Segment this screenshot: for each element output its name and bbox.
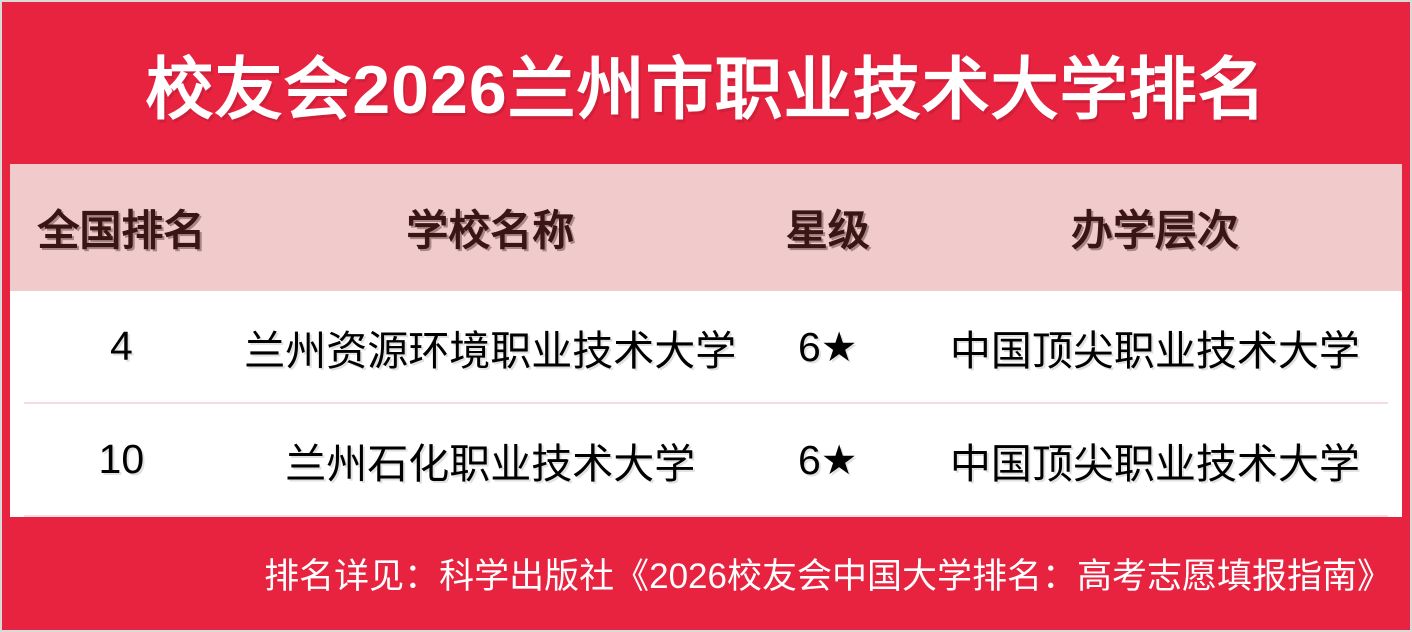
row-divider bbox=[24, 402, 1388, 404]
cell-school-name: 兰州资源环境职业技术大学 bbox=[244, 327, 737, 374]
header-cell-education-level: 办学层次 bbox=[1070, 207, 1239, 254]
header-cell-star-rating: 星级 bbox=[785, 207, 870, 254]
cell-national-rank: 4 bbox=[109, 323, 133, 369]
cell-star-rating: 6★ bbox=[798, 323, 858, 370]
cell-education-level: 中国顶尖职业技术大学 bbox=[949, 440, 1360, 487]
table-row: 10 兰州石化职业技术大学 6★ 中国顶尖职业技术大学 bbox=[10, 404, 1402, 515]
table-header-row: 全国排名 学校名称 星级 办学层次 bbox=[10, 164, 1402, 291]
cell-star-rating: 6★ bbox=[798, 436, 858, 483]
header-cell-school-name: 学校名称 bbox=[406, 207, 575, 254]
ranking-table: 全国排名 学校名称 星级 办学层次 4 兰州资源环境职业技术大学 6★ 中国顶尖… bbox=[10, 164, 1402, 517]
cell-school-name: 兰州石化职业技术大学 bbox=[285, 440, 696, 487]
table-row: 4 兰州资源环境职业技术大学 6★ 中国顶尖职业技术大学 bbox=[10, 291, 1402, 402]
footer-note: 排名详见：科学出版社《2026校友会中国大学排名：高考志愿填报指南》 bbox=[264, 557, 1392, 596]
header-cell-national-rank: 全国排名 bbox=[37, 207, 206, 254]
title-bar: 校友会2026兰州市职业技术大学排名 bbox=[2, 2, 1410, 164]
footer-bar: 排名详见：科学出版社《2026校友会中国大学排名：高考志愿填报指南》 bbox=[2, 517, 1410, 630]
cell-national-rank: 10 bbox=[98, 436, 145, 482]
table-bottom-divider bbox=[24, 515, 1388, 517]
cell-education-level: 中国顶尖职业技术大学 bbox=[949, 327, 1360, 374]
page-title: 校友会2026兰州市职业技术大学排名 bbox=[145, 51, 1267, 128]
